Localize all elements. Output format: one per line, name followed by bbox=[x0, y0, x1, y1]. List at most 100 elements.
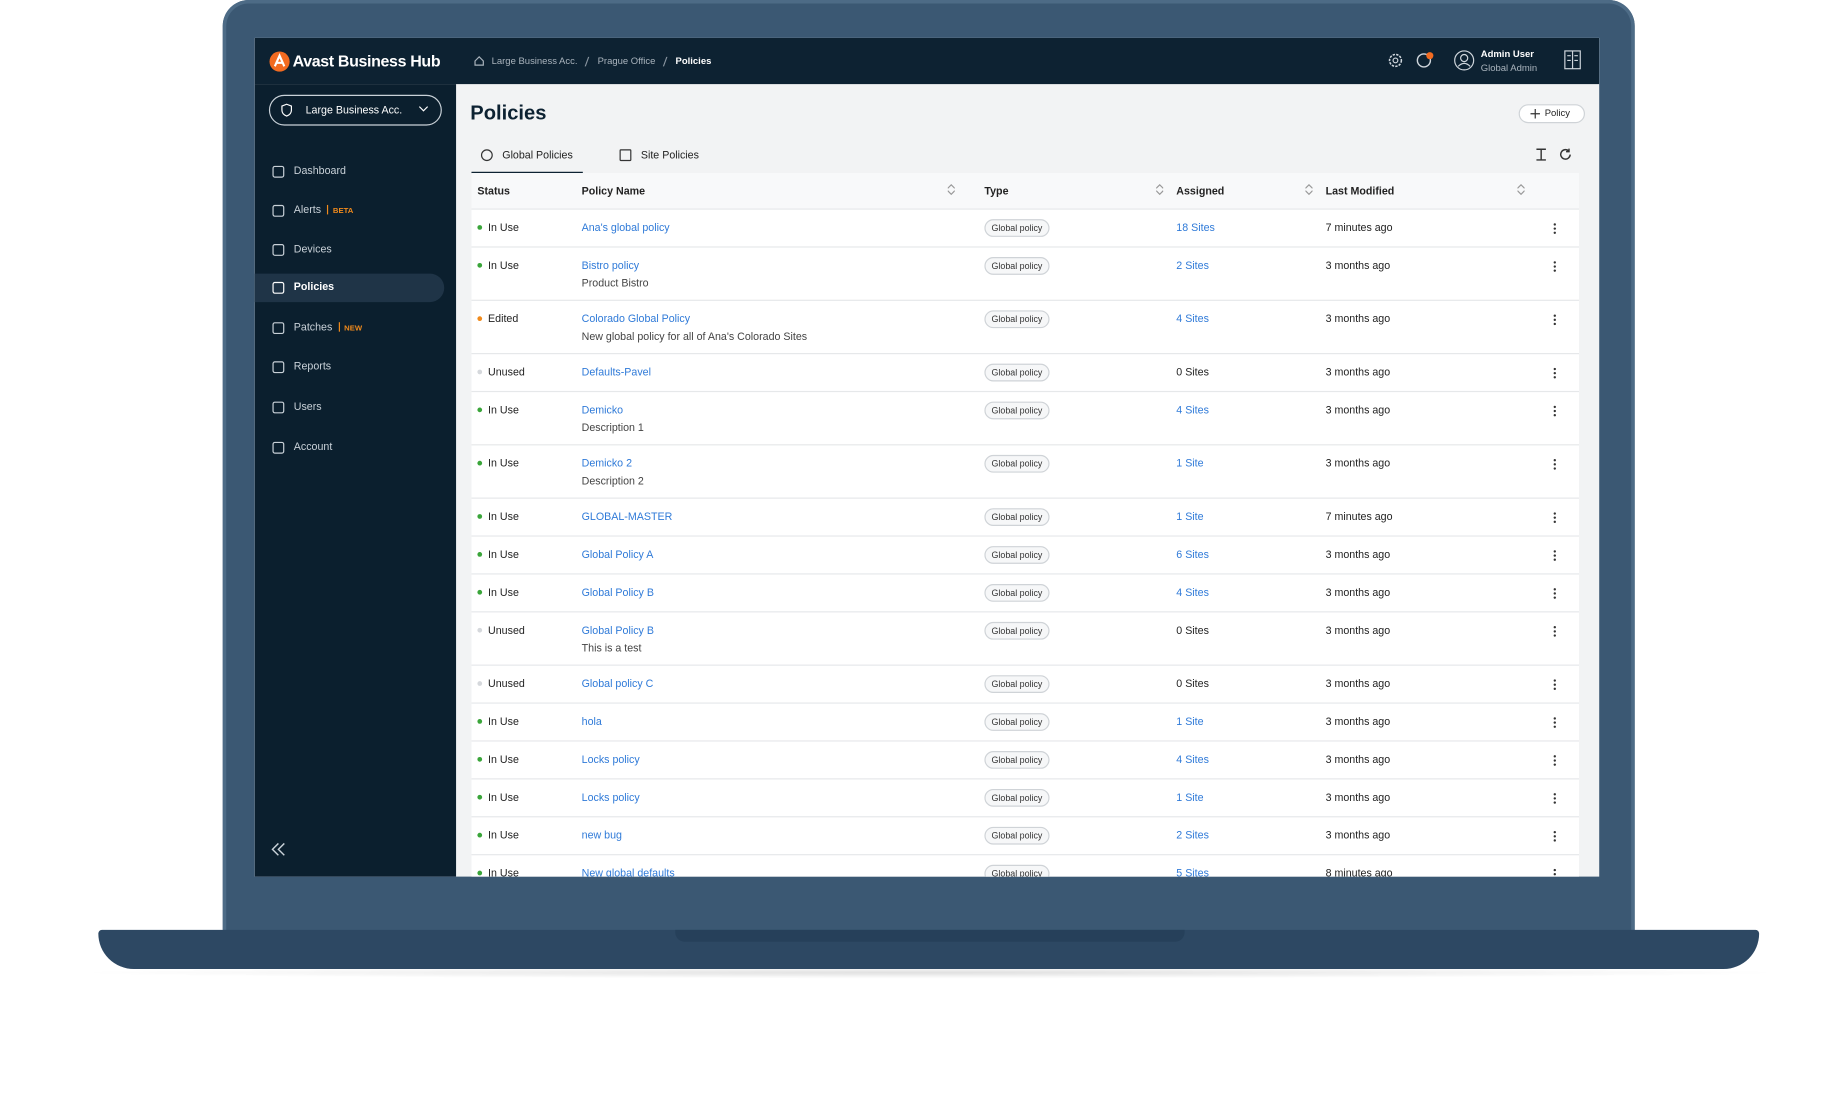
status-dot bbox=[477, 719, 483, 724]
refresh-icon[interactable] bbox=[1559, 148, 1572, 161]
last-modified: 7 minutes ago bbox=[1325, 510, 1393, 523]
table-row[interactable]: In Use Locks policy Global policy 4 Sites 3 … bbox=[471, 740, 1580, 780]
table-row[interactable]: Unused Global Policy B This is a test Globa… bbox=[471, 611, 1580, 666]
row-menu[interactable] bbox=[1553, 223, 1557, 235]
nav-item[interactable]: Policies bbox=[254, 273, 445, 303]
add-policy-button[interactable]: Policy bbox=[1518, 104, 1585, 124]
status: Unused bbox=[488, 677, 525, 690]
policy-name[interactable]: hola bbox=[581, 715, 602, 728]
table-row[interactable]: In Use Global Policy B Global policy 4 Site… bbox=[471, 573, 1580, 613]
assigned[interactable]: 1 Site bbox=[1176, 715, 1204, 728]
sort-icon[interactable] bbox=[1517, 183, 1525, 196]
status-dot bbox=[477, 552, 483, 557]
status-dot bbox=[477, 589, 483, 595]
assigned[interactable]: 1 Site bbox=[1176, 510, 1204, 523]
policy-name[interactable]: Global policy C bbox=[581, 677, 654, 690]
sort-icon[interactable] bbox=[947, 183, 956, 196]
table-row[interactable]: In Use Demicko 2 Description 2 Global polic… bbox=[471, 444, 1580, 499]
policy-name[interactable]: New global defaults bbox=[581, 867, 675, 877]
row-menu[interactable] bbox=[1553, 679, 1557, 691]
policy-name[interactable]: Global Policy A bbox=[581, 548, 654, 561]
row-menu[interactable] bbox=[1553, 755, 1557, 767]
table-row[interactable]: In Use New global defaults Global policy 5 … bbox=[471, 854, 1580, 877]
table-row[interactable]: Edited Colorado Global Policy New global p… bbox=[471, 299, 1580, 355]
table-row[interactable]: In Use Locks policy Global policy 1 Site 3 m… bbox=[471, 778, 1580, 818]
table-row[interactable]: Unused Defaults-Pavel Global policy 0 Sites… bbox=[471, 353, 1580, 393]
sites-icon[interactable] bbox=[1564, 50, 1582, 71]
column-header[interactable]: Last Modified bbox=[1325, 184, 1395, 197]
last-modified: 7 minutes ago bbox=[1325, 221, 1393, 234]
status: In Use bbox=[488, 829, 519, 842]
assigned[interactable]: 4 Sites bbox=[1176, 403, 1209, 416]
row-menu[interactable] bbox=[1553, 868, 1557, 876]
assigned[interactable]: 2 Sites bbox=[1176, 259, 1209, 272]
policy-name[interactable]: Demicko bbox=[581, 403, 624, 416]
assigned[interactable]: 5 Sites bbox=[1176, 867, 1209, 877]
settings-icon[interactable] bbox=[1387, 52, 1404, 69]
row-menu[interactable] bbox=[1553, 588, 1557, 600]
row-menu[interactable] bbox=[1553, 717, 1557, 729]
nav-item[interactable]: Patches NEW bbox=[255, 314, 445, 342]
column-header[interactable]: Assigned bbox=[1176, 184, 1225, 197]
row-menu[interactable] bbox=[1553, 550, 1557, 562]
policy-name[interactable]: Bistro policy bbox=[581, 259, 640, 272]
table-row[interactable]: In Use new bug Global policy 2 Sites 3 month… bbox=[471, 816, 1580, 856]
policy-name[interactable]: Defaults-Pavel bbox=[581, 366, 651, 378]
assigned[interactable]: 4 Sites bbox=[1176, 586, 1209, 599]
policy-name[interactable]: Global Policy B bbox=[581, 586, 654, 599]
policy-name[interactable]: Locks policy bbox=[581, 791, 640, 804]
row-menu[interactable] bbox=[1553, 314, 1557, 326]
assigned[interactable]: 1 Site bbox=[1176, 457, 1204, 470]
nav-item[interactable]: Account bbox=[255, 434, 445, 462]
sort-icon[interactable] bbox=[1305, 183, 1313, 196]
status: Edited bbox=[488, 312, 519, 325]
sort-icon[interactable] bbox=[1155, 183, 1164, 196]
assigned[interactable]: 1 Site bbox=[1176, 791, 1204, 804]
row-menu[interactable] bbox=[1553, 405, 1557, 417]
column-header[interactable]: Status bbox=[477, 184, 510, 197]
assigned[interactable]: 4 Sites bbox=[1176, 753, 1209, 766]
policy-name[interactable]: Global Policy B bbox=[581, 624, 654, 637]
nav-icon bbox=[272, 361, 285, 374]
avatar[interactable] bbox=[1454, 50, 1475, 71]
assigned[interactable]: 18 Sites bbox=[1176, 221, 1215, 234]
policy-name[interactable]: Demicko 2 bbox=[581, 457, 633, 470]
nav-item[interactable]: Devices bbox=[255, 236, 445, 264]
policy-name[interactable]: Colorado Global Policy bbox=[581, 312, 691, 325]
policy-name[interactable]: new bug bbox=[581, 829, 622, 842]
row-menu[interactable] bbox=[1553, 367, 1557, 379]
table-row[interactable]: In Use Global Policy A Global policy 6 Site… bbox=[471, 535, 1580, 575]
table-row[interactable]: In Use GLOBAL-MASTER Global policy 1 Site 7 … bbox=[471, 497, 1580, 537]
assigned[interactable]: 6 Sites bbox=[1176, 548, 1209, 561]
collapse-icon[interactable] bbox=[271, 842, 285, 856]
row-menu[interactable] bbox=[1553, 792, 1557, 804]
help-icon[interactable] bbox=[1416, 51, 1435, 70]
row-menu[interactable] bbox=[1553, 830, 1557, 842]
row-menu[interactable] bbox=[1553, 512, 1557, 524]
table-row[interactable]: In Use hola Global policy 1 Site 3 months ag… bbox=[471, 702, 1580, 742]
table-row[interactable]: In Use Ana's global policy Global policy 18… bbox=[471, 208, 1580, 248]
nav-item[interactable]: Dashboard bbox=[255, 158, 445, 186]
account-selector[interactable]: Large Business Acc. bbox=[268, 94, 442, 126]
nav-item[interactable]: Reports bbox=[255, 353, 445, 381]
nav-item[interactable]: Alerts BETA bbox=[255, 197, 445, 225]
row-menu[interactable] bbox=[1553, 625, 1557, 637]
policy-name[interactable]: GLOBAL-MASTER bbox=[581, 510, 673, 523]
table-row[interactable]: Unused Global policy C Global policy 0 Site… bbox=[471, 664, 1580, 704]
assigned[interactable]: 2 Sites bbox=[1176, 829, 1209, 842]
tab-icon bbox=[480, 149, 493, 162]
policy-name[interactable]: Ana's global policy bbox=[581, 221, 670, 234]
nav-item[interactable]: Users bbox=[255, 393, 445, 421]
breadcrumb[interactable]: Large Business Acc. bbox=[491, 55, 578, 67]
column-header[interactable]: Policy Name bbox=[581, 184, 646, 197]
row-menu[interactable] bbox=[1553, 458, 1557, 470]
columns-icon[interactable] bbox=[1535, 148, 1547, 161]
table-row[interactable]: In Use Bistro policy Product Bistro Global … bbox=[471, 246, 1580, 301]
table-row[interactable]: In Use Demicko Description 1 Global policy 4… bbox=[471, 390, 1580, 446]
row-menu[interactable] bbox=[1553, 261, 1557, 273]
policy-name[interactable]: Locks policy bbox=[581, 753, 640, 766]
assigned[interactable]: 4 Sites bbox=[1176, 312, 1209, 325]
breadcrumb[interactable]: Prague Office bbox=[597, 55, 656, 67]
column-header[interactable]: Type bbox=[984, 184, 1009, 197]
separator bbox=[663, 56, 668, 67]
